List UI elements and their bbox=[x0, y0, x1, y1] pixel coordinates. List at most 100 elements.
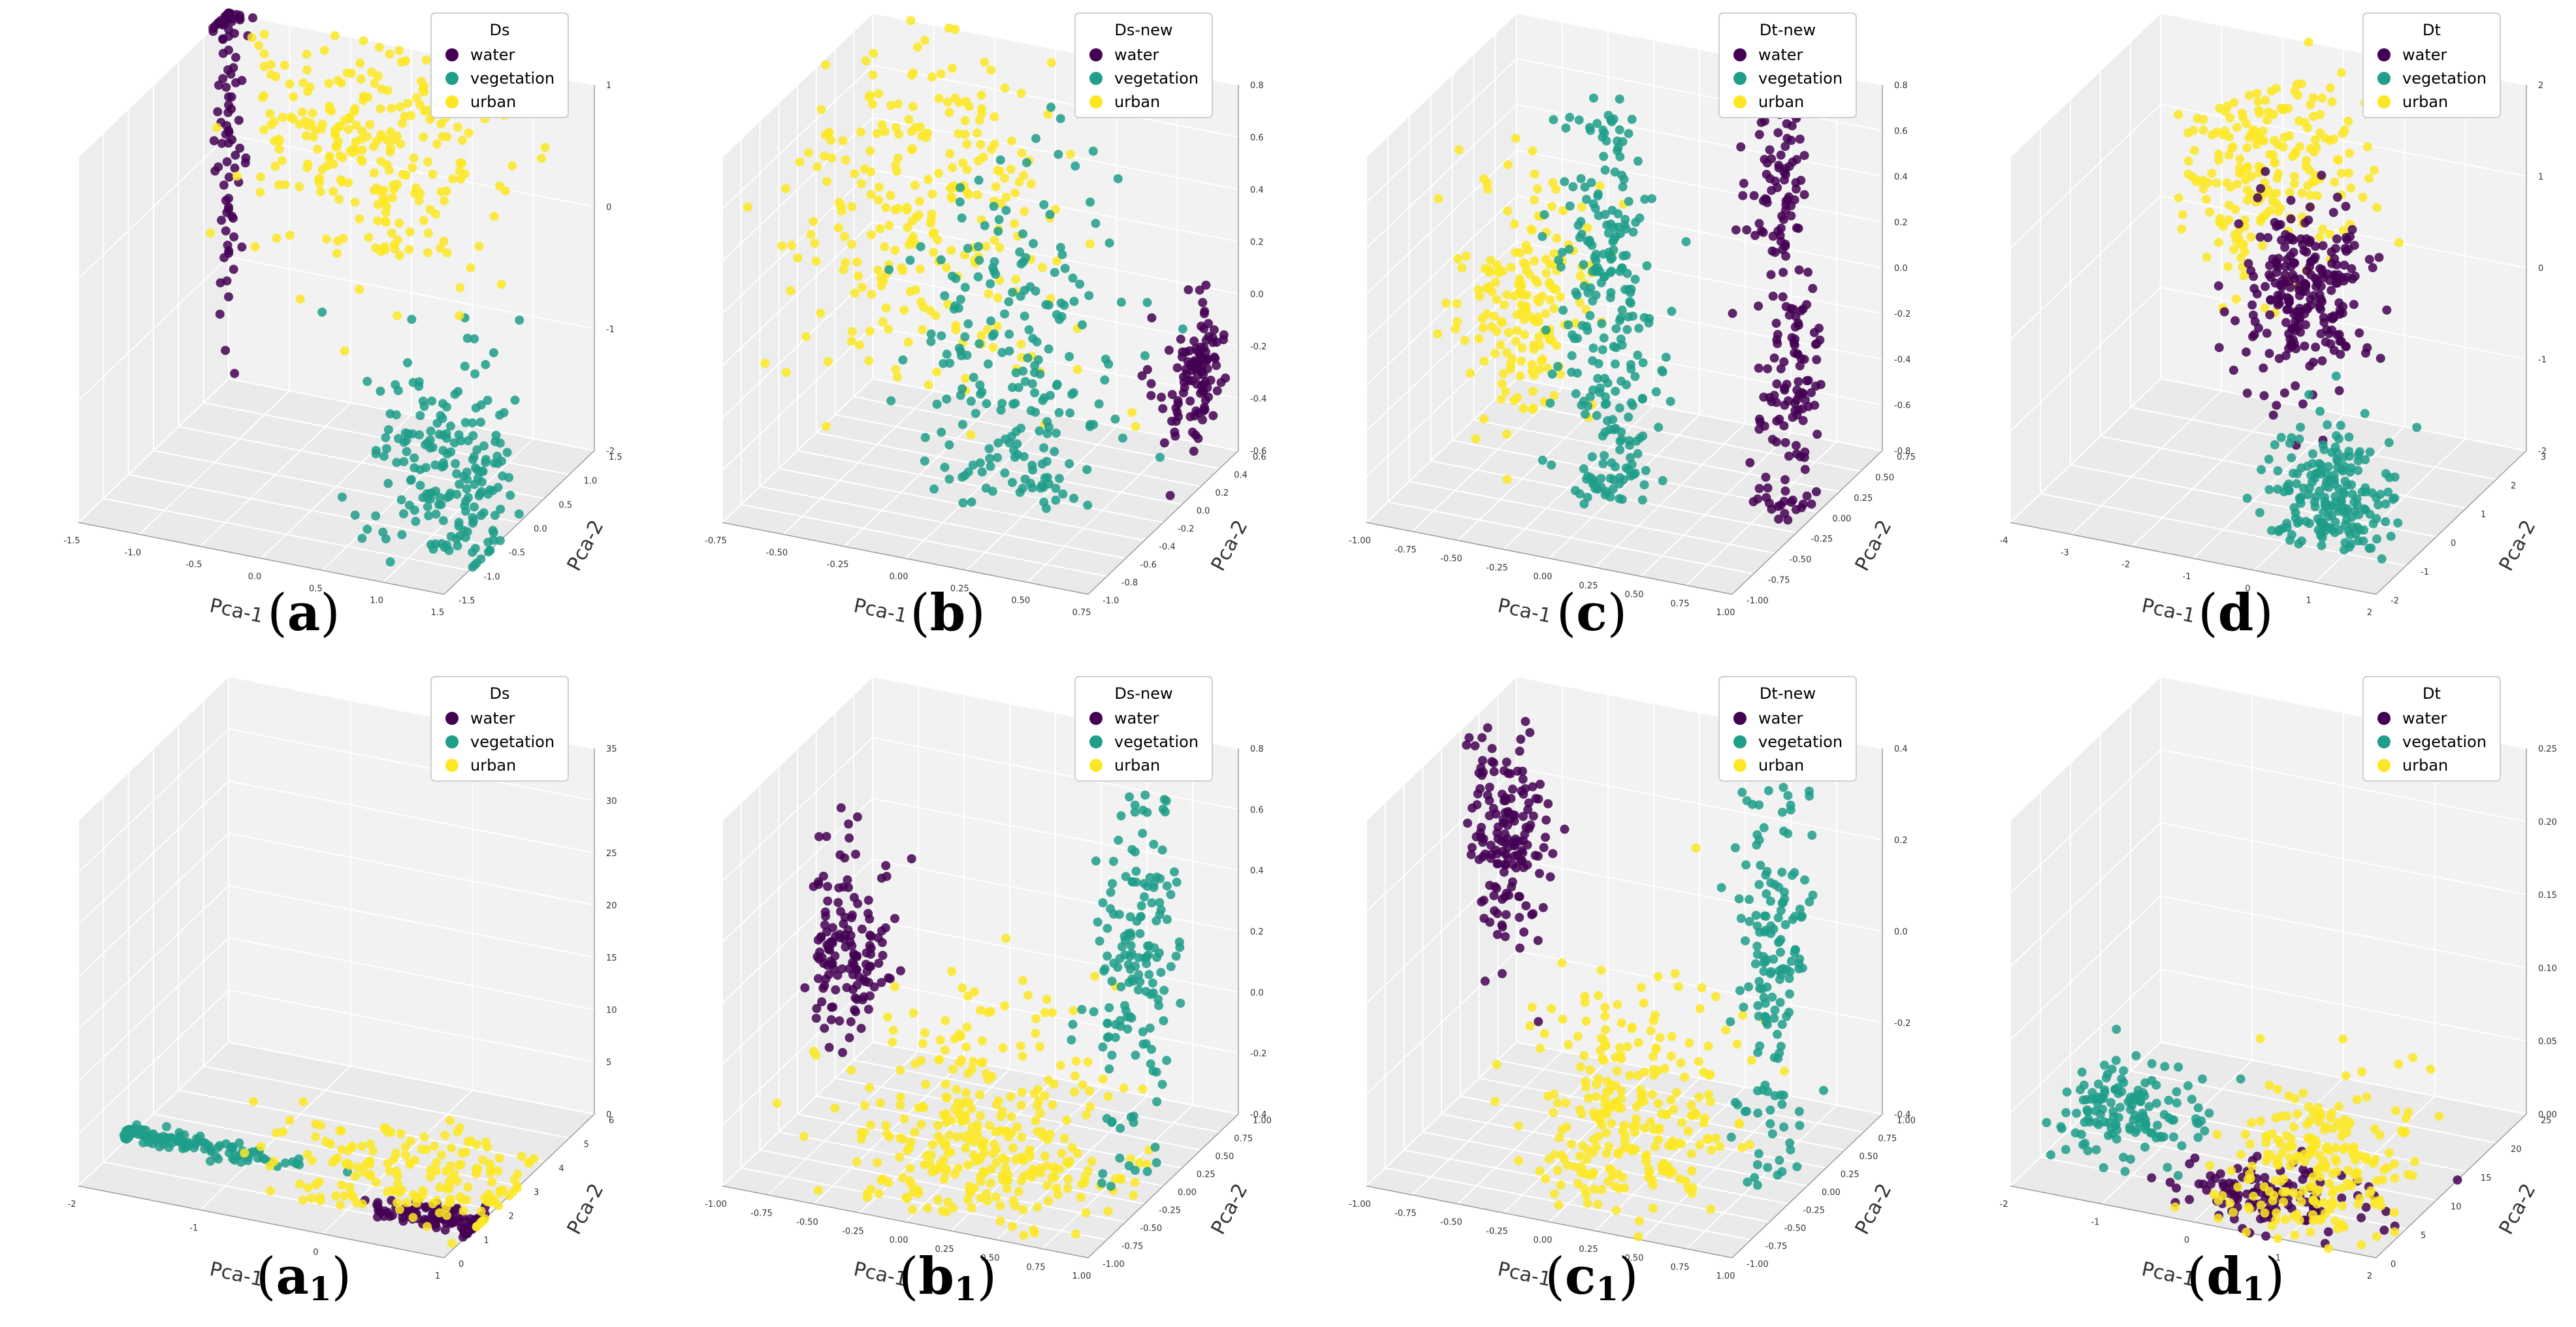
point-water bbox=[1198, 415, 1208, 424]
point-urban bbox=[460, 169, 470, 179]
point-water bbox=[1754, 484, 1764, 493]
point-water bbox=[226, 69, 236, 79]
point-water bbox=[1476, 833, 1486, 842]
point-vegetation bbox=[944, 440, 954, 450]
point-water bbox=[229, 264, 238, 274]
point-vegetation bbox=[1089, 1007, 1099, 1017]
x-axis-line bbox=[78, 522, 445, 595]
point-water bbox=[1198, 298, 1208, 308]
point-urban bbox=[895, 1133, 905, 1143]
point-vegetation bbox=[1055, 315, 1064, 325]
point-water bbox=[2230, 316, 2240, 326]
x-tick-label: 0.75 bbox=[1027, 1262, 1046, 1272]
point-vegetation bbox=[1642, 261, 1652, 270]
point-water bbox=[224, 172, 234, 182]
point-urban bbox=[1779, 1066, 1789, 1076]
point-vegetation bbox=[1571, 486, 1580, 496]
point-vegetation bbox=[1752, 941, 1762, 951]
point-urban bbox=[259, 61, 269, 71]
point-water bbox=[1736, 142, 1746, 152]
point-water bbox=[817, 997, 827, 1007]
point-urban bbox=[941, 1015, 950, 1025]
point-vegetation bbox=[1018, 229, 1027, 239]
point-vegetation bbox=[378, 527, 388, 537]
point-vegetation bbox=[438, 516, 448, 526]
x-tick-label: -0.50 bbox=[1440, 1218, 1462, 1228]
legend-title: Dt bbox=[2423, 21, 2441, 39]
point-urban bbox=[1018, 1205, 1028, 1215]
x-tick-label: -1 bbox=[2183, 572, 2191, 582]
point-vegetation bbox=[996, 406, 1006, 415]
point-water bbox=[1219, 330, 1229, 340]
point-urban bbox=[941, 1079, 950, 1089]
point-urban bbox=[856, 127, 865, 137]
point-urban bbox=[2204, 207, 2214, 217]
grid-line bbox=[2010, 195, 2161, 340]
point-water bbox=[1492, 908, 1502, 918]
point-urban bbox=[1557, 958, 1567, 968]
z-tick-label: 0 bbox=[606, 203, 611, 213]
x-tick-label: 0.25 bbox=[1579, 1245, 1598, 1255]
point-urban bbox=[2270, 158, 2279, 168]
legend-label-vegetation: vegetation bbox=[1114, 69, 1199, 88]
point-water bbox=[1758, 227, 1768, 237]
point-urban bbox=[1441, 298, 1451, 308]
x-tick-label: -0.25 bbox=[1486, 563, 1508, 573]
point-vegetation bbox=[1627, 114, 1637, 124]
point-urban bbox=[2244, 91, 2254, 101]
point-vegetation bbox=[2327, 447, 2337, 457]
point-water bbox=[1780, 475, 1790, 485]
legend-marker-vegetation bbox=[445, 72, 459, 85]
grid-line bbox=[835, 1078, 1201, 1151]
point-vegetation bbox=[1568, 330, 1577, 340]
point-urban bbox=[259, 49, 269, 59]
y-tick-label: 0.25 bbox=[1841, 1170, 1860, 1180]
point-vegetation bbox=[1144, 941, 1154, 951]
point-vegetation bbox=[1581, 409, 1590, 419]
point-vegetation bbox=[294, 1154, 304, 1164]
point-water bbox=[1486, 840, 1496, 850]
point-urban bbox=[868, 70, 878, 80]
point-urban bbox=[362, 132, 372, 142]
point-water bbox=[2337, 1193, 2347, 1203]
point-vegetation bbox=[2346, 463, 2356, 473]
point-vegetation bbox=[1638, 431, 1648, 441]
point-vegetation bbox=[995, 155, 1005, 165]
point-vegetation bbox=[1641, 466, 1650, 475]
x-tick-label: 0 bbox=[2184, 1236, 2189, 1245]
point-vegetation bbox=[1626, 360, 1635, 370]
point-water bbox=[2316, 304, 2326, 314]
point-urban bbox=[975, 1090, 985, 1100]
point-vegetation bbox=[920, 456, 929, 466]
point-urban bbox=[2261, 95, 2270, 105]
point-vegetation bbox=[2372, 514, 2381, 523]
point-vegetation bbox=[2347, 480, 2357, 490]
point-urban bbox=[2250, 126, 2260, 136]
point-vegetation bbox=[1023, 353, 1033, 363]
point-urban bbox=[2252, 88, 2262, 98]
point-water bbox=[1137, 371, 1147, 381]
point-vegetation bbox=[498, 471, 507, 481]
point-water bbox=[835, 1016, 845, 1026]
point-water bbox=[224, 138, 233, 148]
point-vegetation bbox=[477, 466, 487, 476]
point-urban bbox=[340, 116, 349, 125]
point-water bbox=[231, 150, 240, 160]
point-water bbox=[1760, 116, 1769, 126]
x-axis-label: Pca-1 bbox=[2140, 594, 2197, 628]
point-urban bbox=[2274, 168, 2283, 178]
point-urban bbox=[379, 185, 389, 195]
point-urban bbox=[1010, 188, 1020, 198]
point-water bbox=[846, 1017, 856, 1027]
point-urban bbox=[302, 163, 312, 172]
point-urban bbox=[289, 92, 298, 102]
point-vegetation bbox=[1013, 449, 1022, 459]
point-vegetation bbox=[1761, 1017, 1771, 1027]
point-urban bbox=[1515, 274, 1524, 284]
grid-line bbox=[1457, 396, 1609, 541]
legend-label-urban: urban bbox=[470, 93, 516, 111]
y-tick-label: 1.0 bbox=[584, 477, 598, 487]
point-vegetation bbox=[963, 319, 973, 328]
point-urban bbox=[463, 1137, 473, 1147]
